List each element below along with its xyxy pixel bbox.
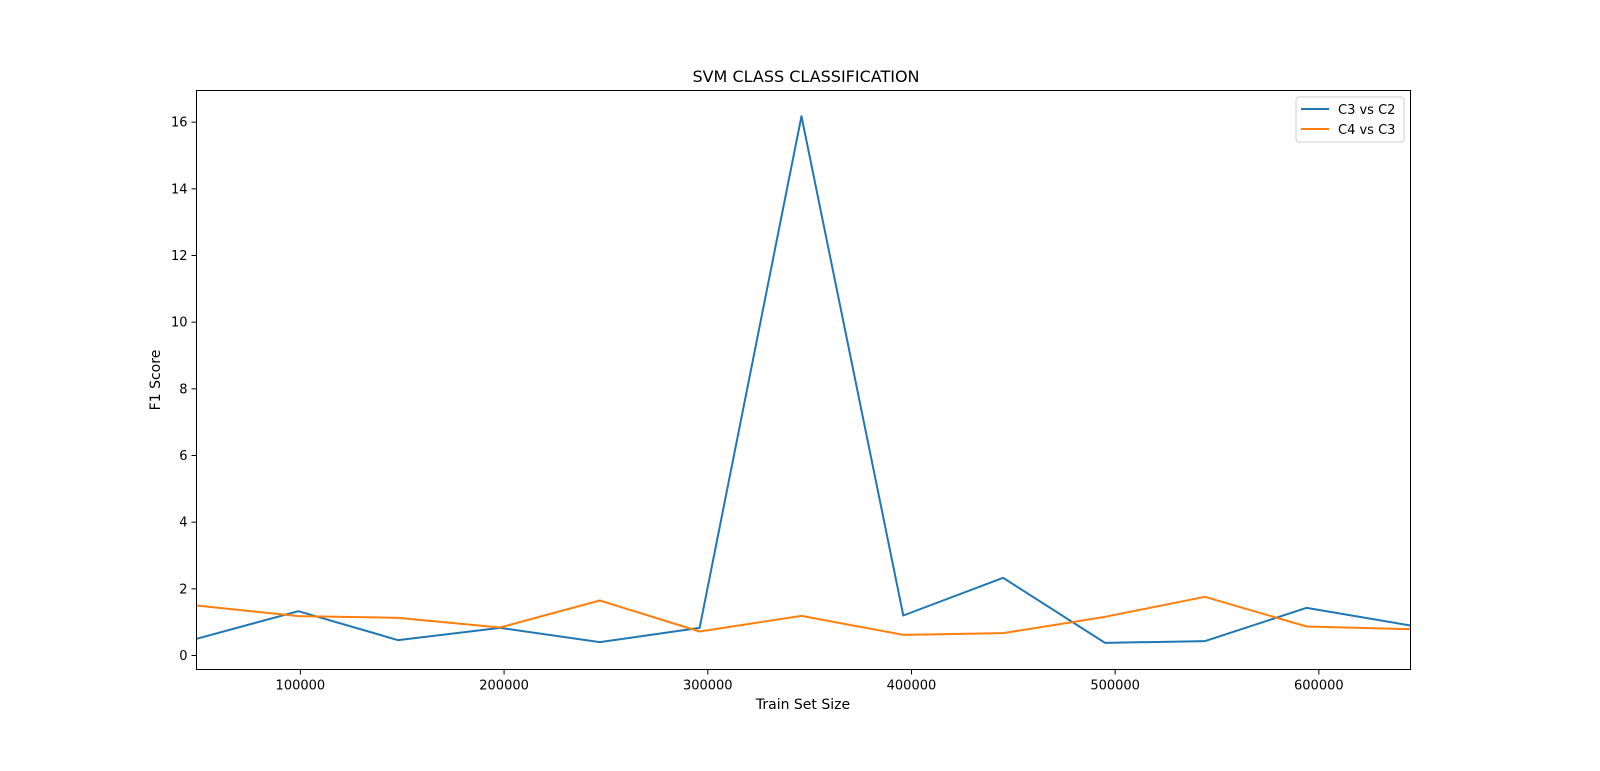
y-tick-label: 12	[171, 249, 188, 264]
legend: C3 vs C2 C4 vs C3	[1295, 96, 1405, 143]
chart-title: SVM CLASS CLASSIFICATION	[692, 67, 919, 86]
x-tick-label: 400000	[887, 679, 937, 694]
x-tick-label: 600000	[1294, 679, 1344, 694]
x-axis-label: Train Set Size	[755, 697, 850, 713]
y-tick-label: 0	[179, 649, 187, 664]
y-tick-label: 8	[179, 382, 187, 397]
legend-label-c3-vs-c2: C3 vs C2	[1338, 103, 1395, 118]
series-layer	[196, 115, 1411, 644]
x-tick-label: 200000	[479, 679, 529, 694]
x-tick-label: 100000	[276, 679, 326, 694]
y-tick-label: 14	[171, 182, 188, 197]
y-tick-label: 2	[179, 582, 187, 597]
series-line-c4-vs-c3	[196, 595, 1411, 636]
y-tick-label: 4	[179, 516, 187, 531]
y-tick-label: 10	[171, 316, 188, 331]
y-tick-label: 16	[171, 116, 188, 131]
x-tick-label: 500000	[1090, 679, 1140, 694]
y-tick-label: 6	[179, 449, 187, 464]
legend-label-c4-vs-c3: C4 vs C3	[1338, 123, 1395, 138]
plot-frame	[196, 90, 1411, 670]
y-axis-label: F1 Score	[148, 350, 164, 411]
x-tick-label: 300000	[683, 679, 733, 694]
x-axis: 100000 200000 300000 400000 500000 600000	[276, 669, 1344, 694]
y-axis: 0 2 4 6 8 10 12 14 16	[171, 116, 197, 664]
series-line-c3-vs-c2	[196, 115, 1411, 644]
